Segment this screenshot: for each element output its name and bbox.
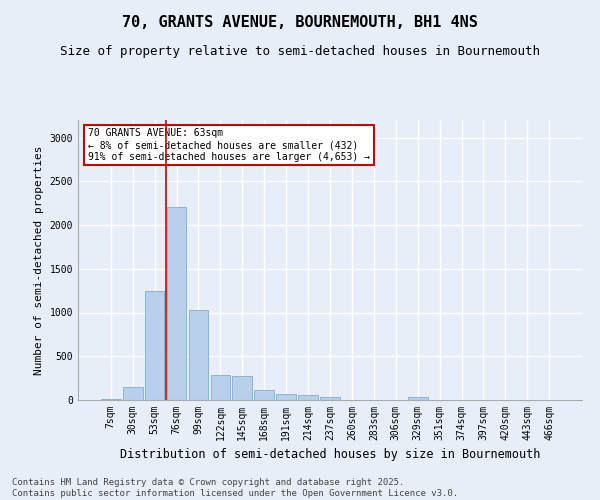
Text: 70 GRANTS AVENUE: 63sqm
← 8% of semi-detached houses are smaller (432)
91% of se: 70 GRANTS AVENUE: 63sqm ← 8% of semi-det… <box>88 128 370 162</box>
Bar <box>188 310 208 400</box>
Bar <box>298 395 318 400</box>
Bar <box>167 208 187 400</box>
Bar <box>145 290 164 400</box>
Bar <box>276 394 296 400</box>
Bar <box>232 376 252 400</box>
Text: Contains HM Land Registry data © Crown copyright and database right 2025.
Contai: Contains HM Land Registry data © Crown c… <box>12 478 458 498</box>
Bar <box>320 396 340 400</box>
Bar <box>101 399 121 400</box>
X-axis label: Distribution of semi-detached houses by size in Bournemouth: Distribution of semi-detached houses by … <box>120 448 540 462</box>
Bar <box>211 374 230 400</box>
Text: Size of property relative to semi-detached houses in Bournemouth: Size of property relative to semi-detach… <box>60 45 540 58</box>
Y-axis label: Number of semi-detached properties: Number of semi-detached properties <box>34 145 44 375</box>
Text: 70, GRANTS AVENUE, BOURNEMOUTH, BH1 4NS: 70, GRANTS AVENUE, BOURNEMOUTH, BH1 4NS <box>122 15 478 30</box>
Bar <box>254 390 274 400</box>
Bar <box>123 387 143 400</box>
Bar <box>408 398 428 400</box>
